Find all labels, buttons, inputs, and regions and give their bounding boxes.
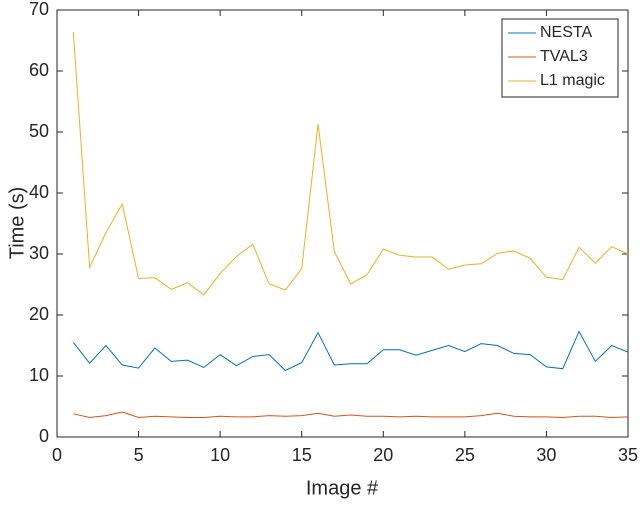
x-tick-label: 0 (52, 445, 62, 465)
x-tick-label: 25 (455, 445, 475, 465)
y-tick-label: 50 (29, 121, 49, 141)
y-tick-label: 0 (39, 426, 49, 446)
data-line (73, 411, 629, 418)
y-tick-label: 30 (29, 243, 49, 263)
data-line (72, 31, 629, 296)
x-tick-label: 15 (292, 445, 312, 465)
legend-label: TVAL3 (540, 48, 588, 65)
x-tick-label: 20 (373, 445, 393, 465)
y-axis-label: Time (s) (6, 187, 28, 260)
x-tick-label: 5 (134, 445, 144, 465)
y-tick-label: 40 (29, 182, 49, 202)
y-tick-label: 70 (29, 0, 49, 19)
y-tick-label: 10 (29, 365, 49, 385)
legend-label: NESTA (540, 24, 592, 41)
y-tick-label: 60 (29, 60, 49, 80)
x-axis-label: Image # (306, 477, 379, 499)
x-tick-label: 10 (210, 445, 230, 465)
x-tick-label: 30 (536, 445, 556, 465)
y-tick-label: 20 (29, 304, 49, 324)
legend-label: L1 magic (540, 72, 605, 89)
x-tick-label: 35 (618, 445, 638, 465)
data-line (72, 330, 629, 372)
legend-box (501, 18, 619, 98)
